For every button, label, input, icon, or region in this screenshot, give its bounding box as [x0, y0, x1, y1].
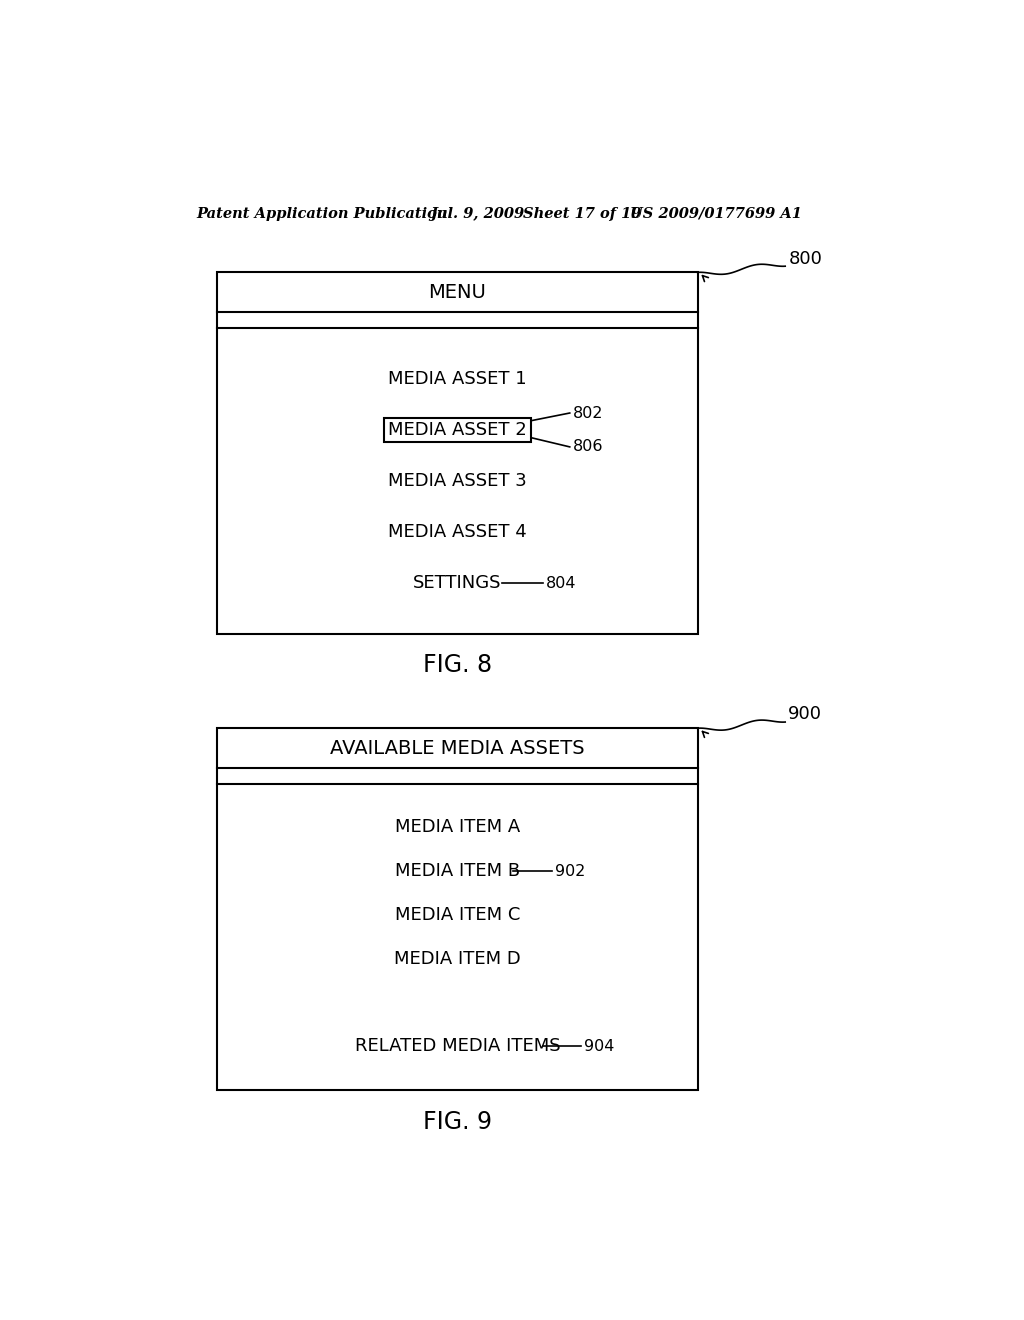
Text: MEDIA ASSET 2: MEDIA ASSET 2: [388, 421, 526, 440]
Bar: [217, 729, 697, 1090]
Text: FIG. 8: FIG. 8: [423, 653, 492, 677]
Text: MENU: MENU: [428, 282, 486, 302]
Text: 900: 900: [788, 705, 822, 723]
Bar: [217, 272, 697, 635]
Text: 904: 904: [585, 1039, 614, 1053]
Text: MEDIA ASSET 3: MEDIA ASSET 3: [388, 473, 526, 490]
Text: MEDIA ASSET 4: MEDIA ASSET 4: [388, 523, 526, 541]
Text: 804: 804: [546, 576, 577, 590]
Text: Patent Application Publication: Patent Application Publication: [197, 207, 447, 220]
Text: FIG. 9: FIG. 9: [423, 1110, 492, 1134]
Text: MEDIA ITEM A: MEDIA ITEM A: [394, 818, 520, 837]
Text: 802: 802: [572, 405, 603, 421]
Text: Jul. 9, 2009: Jul. 9, 2009: [430, 207, 524, 220]
Text: MEDIA ITEM D: MEDIA ITEM D: [394, 950, 521, 968]
Text: 800: 800: [788, 249, 822, 268]
Text: 902: 902: [555, 863, 586, 879]
Text: AVAILABLE MEDIA ASSETS: AVAILABLE MEDIA ASSETS: [330, 739, 585, 758]
Text: RELATED MEDIA ITEMS: RELATED MEDIA ITEMS: [354, 1038, 560, 1055]
Text: MEDIA ITEM C: MEDIA ITEM C: [394, 906, 520, 924]
Text: SETTINGS: SETTINGS: [413, 574, 502, 593]
Text: Sheet 17 of 19: Sheet 17 of 19: [523, 207, 642, 220]
Text: MEDIA ASSET 1: MEDIA ASSET 1: [388, 370, 526, 388]
Bar: [384, 418, 531, 441]
Text: MEDIA ITEM B: MEDIA ITEM B: [395, 862, 520, 880]
Text: 806: 806: [572, 440, 603, 454]
Text: US 2009/0177699 A1: US 2009/0177699 A1: [630, 207, 802, 220]
